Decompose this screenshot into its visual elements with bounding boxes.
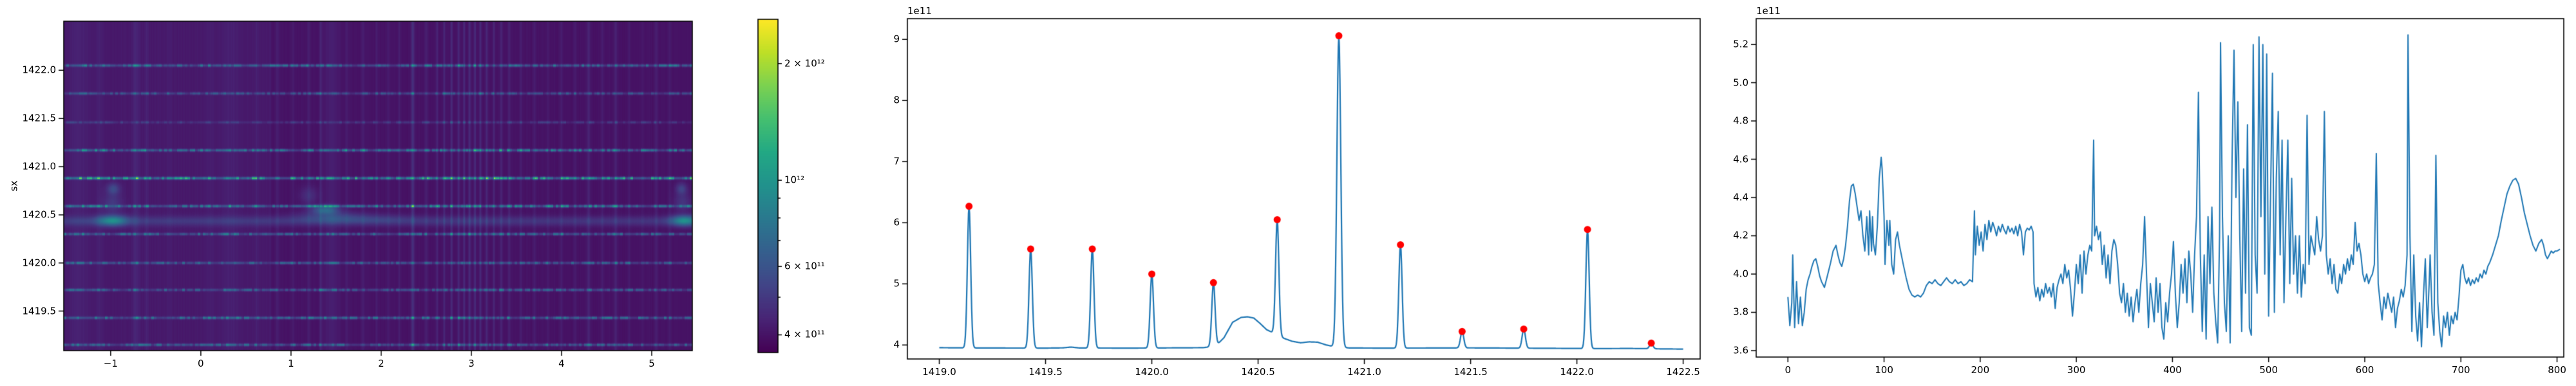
spectrum-x-tick-label: 1421.5 [1454, 366, 1488, 378]
spectrum-x-tick-label: 1419.5 [1028, 366, 1063, 378]
heatmap-y-tick-label: 1421.0 [22, 160, 57, 172]
timeseries-offset-label: 1e11 [1756, 5, 1781, 17]
timeseries-y-tick-label: 4.4 [1733, 191, 1748, 203]
timeseries-x-tick-label: 100 [1875, 364, 1893, 376]
timeseries-x-tick-label: 400 [2163, 364, 2182, 376]
spectrum-y-tick-label: 8 [893, 94, 900, 106]
timeseries-y-tick-label: 4.2 [1733, 229, 1748, 241]
spectrum-x-tick-label: 1422.0 [1560, 366, 1594, 378]
heatmap-y-tick-label: 1421.5 [22, 112, 57, 124]
heatmap-x-tick-label: 5 [649, 358, 655, 369]
timeseries-x-tick-label: 600 [2355, 364, 2374, 376]
timeseries-y-tick-label: 4.0 [1733, 268, 1748, 280]
spectrum-x-tick-label: 1422.5 [1666, 366, 1700, 378]
timeseries-y-tick-label: 5.2 [1733, 38, 1748, 50]
heatmap-x-tick-label: −1 [103, 358, 118, 369]
timeseries-y-tick-label: 5.0 [1733, 77, 1748, 89]
spectrum-x-tick-label: 1420.5 [1241, 366, 1275, 378]
heatmap-y-tick-label: 1420.0 [22, 257, 57, 269]
heatmap-x-tick-label: 1 [288, 358, 294, 369]
timeseries-y-tick-label: 3.6 [1733, 344, 1748, 356]
timeseries-x-tick-label: 700 [2451, 364, 2470, 376]
spectrum-y-tick-label: 9 [893, 33, 900, 45]
spectrum-y-tick-label: 4 [893, 338, 900, 351]
timeseries-x-tick-label: 200 [1971, 364, 1990, 376]
timeseries-x-tick-label: 500 [2259, 364, 2278, 376]
spectrum-x-tick-label: 1421.0 [1347, 366, 1381, 378]
heatmap-y-tick-label: 1420.5 [22, 208, 57, 221]
timeseries-y-tick-label: 4.8 [1733, 115, 1748, 127]
heatmap-x-tick-label: 2 [378, 358, 384, 369]
spectrum-y-tick-label: 5 [893, 277, 900, 290]
heatmap-x-tick-label: 4 [558, 358, 565, 369]
colorbar-tick-label: 4 × 10¹¹ [784, 328, 825, 340]
spectrum-offset-label: 1e11 [907, 5, 932, 17]
heatmap-x-tick-label: 0 [198, 358, 204, 369]
spectrum-y-tick-label: 7 [893, 155, 900, 167]
colorbar-tick-label: 2 × 10¹² [784, 57, 825, 69]
timeseries-x-tick-label: 300 [2067, 364, 2086, 376]
spectrum-x-tick-label: 1420.0 [1135, 366, 1169, 378]
timeseries-x-tick-label: 800 [2548, 364, 2566, 376]
heatmap-y-tick-label: 1419.5 [22, 305, 57, 317]
heatmap-x-tick-label: 3 [468, 358, 475, 369]
colorbar-tick-label: 6 × 10¹¹ [784, 260, 825, 272]
heatmap-ylabel: sx [8, 180, 20, 192]
colorbar-tick-label: 10¹² [784, 174, 805, 186]
timeseries-x-tick-label: 0 [1785, 364, 1792, 376]
spectrum-y-tick-label: 6 [893, 216, 900, 228]
timeseries-y-tick-label: 3.8 [1733, 306, 1748, 318]
heatmap-y-tick-label: 1422.0 [22, 64, 57, 76]
spectrum-x-tick-label: 1419.0 [922, 366, 956, 378]
timeseries-y-tick-label: 4.6 [1733, 153, 1748, 165]
